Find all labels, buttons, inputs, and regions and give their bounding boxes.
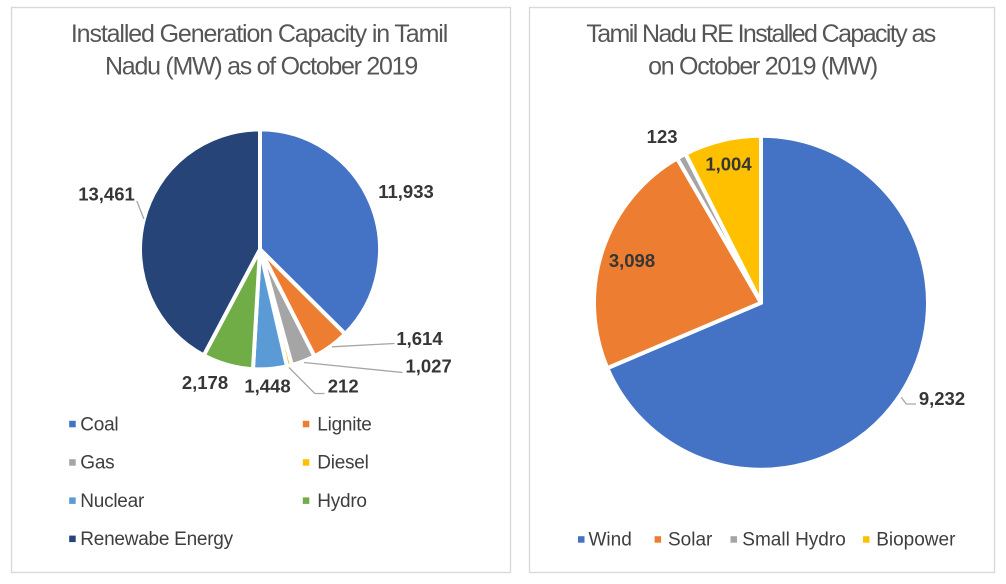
svg-text:Small Hydro: Small Hydro xyxy=(742,530,845,551)
svg-text:Tamil Nadu RE Installed Capaci: Tamil Nadu RE Installed Capacity as xyxy=(586,20,935,48)
svg-text:212: 212 xyxy=(328,376,359,397)
svg-text:Gas: Gas xyxy=(80,453,114,474)
svg-text:on October 2019 (MW): on October 2019 (MW) xyxy=(648,52,877,80)
svg-text:3,098: 3,098 xyxy=(609,250,655,271)
svg-text:Nuclear: Nuclear xyxy=(80,491,145,512)
svg-text:1,027: 1,027 xyxy=(405,356,451,377)
svg-text:2,178: 2,178 xyxy=(182,372,228,393)
svg-text:Biopower: Biopower xyxy=(876,530,956,551)
svg-text:9,232: 9,232 xyxy=(919,388,965,409)
svg-text:1,448: 1,448 xyxy=(244,376,290,397)
svg-text:11,933: 11,933 xyxy=(378,181,434,202)
svg-text:Diesel: Diesel xyxy=(317,453,368,474)
svg-text:Hydro: Hydro xyxy=(317,491,366,512)
svg-text:Nadu (MW) as of October 2019: Nadu (MW) as of October 2019 xyxy=(105,52,417,80)
svg-text:Solar: Solar xyxy=(668,530,713,551)
svg-text:Lignite: Lignite xyxy=(317,414,371,435)
svg-text:Wind: Wind xyxy=(589,530,632,551)
svg-text:13,461: 13,461 xyxy=(78,183,135,204)
svg-text:1,614: 1,614 xyxy=(396,328,443,349)
svg-text:Installed Generation Capacity: Installed Generation Capacity in Tamil xyxy=(71,20,447,48)
svg-text:1,004: 1,004 xyxy=(705,154,752,175)
svg-text:Renewabe Energy: Renewabe Energy xyxy=(80,529,233,550)
svg-text:123: 123 xyxy=(647,126,678,147)
svg-text:Coal: Coal xyxy=(80,414,118,435)
